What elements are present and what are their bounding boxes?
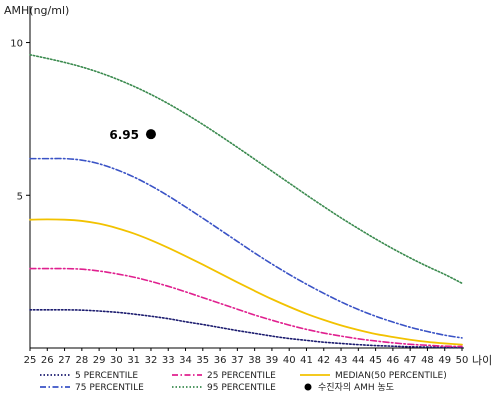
legend-item-95-percentile: 95 PERCENTILE — [172, 383, 276, 393]
legend-item-25-percentile: 25 PERCENTILE — [172, 371, 276, 381]
x-tick-label-38: 38 — [248, 355, 261, 366]
legend-marker — [304, 383, 312, 391]
legend-label: 5 PERCENTILE — [75, 371, 138, 381]
x-tick-label-43: 43 — [335, 355, 348, 366]
legend-label: 수진자의 AMH 농도 — [318, 382, 394, 393]
y-axis-title: AMH(ng/ml) — [4, 4, 69, 17]
x-tick-label-25: 25 — [24, 355, 37, 366]
x-tick-label-40: 40 — [283, 355, 296, 366]
x-tick-label-32: 32 — [145, 355, 158, 366]
points-group: 6.95 — [109, 128, 156, 142]
y-tick-label-10: 10 — [10, 39, 23, 50]
x-tick-label-31: 31 — [127, 355, 140, 366]
legend-label: 25 PERCENTILE — [207, 371, 276, 381]
x-tick-label-28: 28 — [75, 355, 88, 366]
series-line-75-percentile — [29, 157, 463, 339]
legend-label: 75 PERCENTILE — [75, 383, 144, 393]
x-tick-label-37: 37 — [231, 355, 244, 366]
x-tick-label-42: 42 — [317, 355, 330, 366]
series-line-median-50-percentile — [29, 218, 463, 346]
series-line-95-percentile — [29, 53, 463, 285]
y-tick-label-5: 5 — [17, 191, 23, 202]
x-tick-label-36: 36 — [214, 355, 227, 366]
series-line-25-percentile — [29, 267, 463, 348]
x-tick-label-35: 35 — [196, 355, 209, 366]
axes: AMH(ng/ml) 5 10 25 26 27 28 29 30 31 32 33 34 35 36 37 3… — [4, 4, 492, 367]
x-tick-label-39: 39 — [266, 355, 279, 366]
x-axis-title: 나이 — [472, 354, 492, 367]
legend-item-median-50-percentile: MEDIAN(50 PERCENTILE) — [300, 371, 447, 381]
patient-point — [145, 129, 156, 140]
x-tick-label-48: 48 — [421, 355, 434, 366]
legend-item-75-percentile: 75 PERCENTILE — [40, 383, 144, 393]
x-tick-label-29: 29 — [93, 355, 106, 366]
x-tick-label-44: 44 — [352, 355, 365, 366]
legend-item-amh: 수진자의 AMH 농도 — [304, 382, 394, 393]
legend-label: 95 PERCENTILE — [207, 383, 276, 393]
x-tick-label-50: 50 — [456, 355, 469, 366]
x-tick-label-34: 34 — [179, 355, 192, 366]
patient-point-label: 6.95 — [109, 128, 139, 142]
series-group — [29, 53, 463, 349]
x-tick-label-27: 27 — [58, 355, 71, 366]
x-tick-label-47: 47 — [404, 355, 417, 366]
x-tick-label-30: 30 — [110, 355, 123, 366]
legend-item-5-percentile: 5 PERCENTILE — [40, 371, 138, 381]
series-line-5-percentile — [29, 308, 463, 349]
x-tick-label-49: 49 — [438, 355, 451, 366]
x-tick-label-45: 45 — [369, 355, 382, 366]
x-tick-label-33: 33 — [162, 355, 175, 366]
x-tick-label-26: 26 — [41, 355, 54, 366]
legend-label: MEDIAN(50 PERCENTILE) — [335, 371, 447, 381]
legend: 5 PERCENTILE 25 PERCENTILE MEDIAN(50 PERCE… — [40, 371, 447, 393]
x-tick-label-41: 41 — [300, 355, 313, 366]
x-tick-label-46: 46 — [387, 355, 400, 366]
